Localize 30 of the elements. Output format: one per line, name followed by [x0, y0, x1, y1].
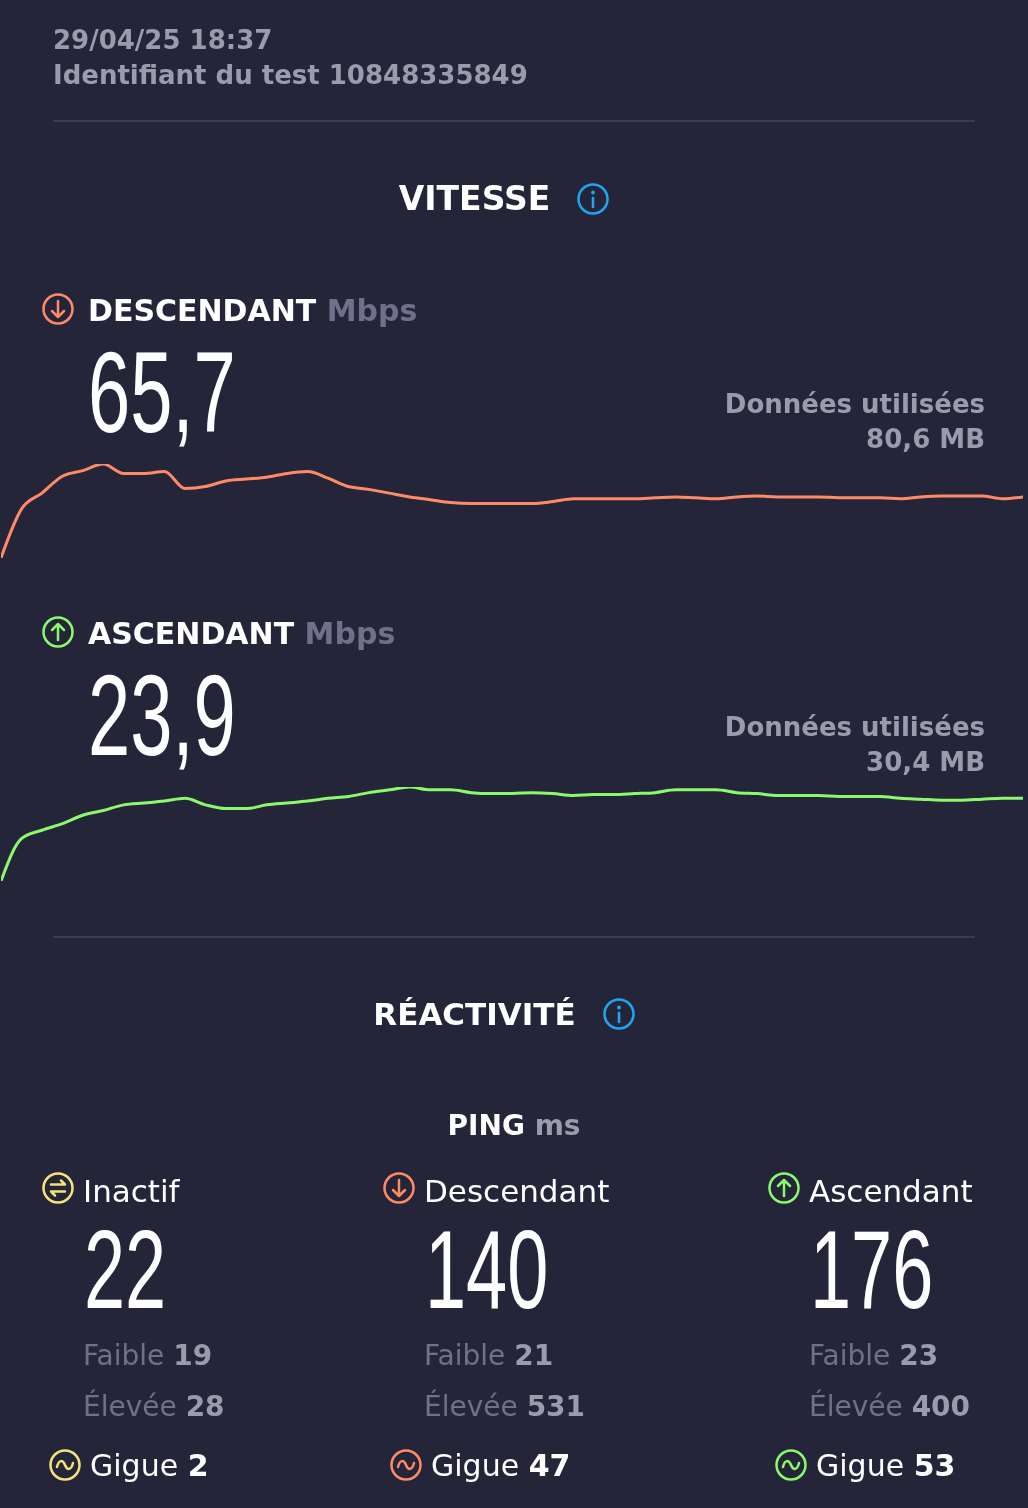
text: 140	[425, 1207, 549, 1332]
text: Gigue 47	[431, 1448, 571, 1484]
text: Données utilisées	[724, 711, 985, 743]
text: Élevée 28	[83, 1390, 225, 1424]
text: 65,7	[88, 328, 236, 456]
text: 80,6 MB	[866, 423, 985, 455]
text: Élevée 531	[424, 1390, 586, 1424]
text: Faible 23	[809, 1339, 939, 1373]
text: PING ms	[447, 1109, 581, 1143]
category-label: Ascendant	[809, 1172, 973, 1210]
text: 23,9	[88, 651, 236, 779]
y-axis-title: Mbps	[325, 293, 418, 328]
category-label: Inactif	[83, 1172, 180, 1210]
text: Identifiant du test 10848335849	[53, 59, 528, 91]
text: 30,4 MB	[866, 746, 985, 778]
chart-title: ASCENDANT	[88, 616, 295, 651]
text: 176	[810, 1207, 934, 1332]
text: Élevée 400	[809, 1390, 971, 1424]
text: Faible 19	[83, 1339, 213, 1373]
chart-title: DESCENDANT	[88, 293, 317, 328]
text: VITESSE	[398, 179, 551, 219]
text: 29/04/25 18:37	[53, 24, 273, 56]
text: RÉACTIVITÉ	[373, 995, 576, 1034]
text: 22	[84, 1207, 167, 1332]
text: Données utilisées	[724, 388, 985, 420]
text: Faible 21	[424, 1339, 554, 1373]
y-axis-title: Mbps	[303, 616, 396, 651]
category-label: Descendant	[424, 1172, 610, 1210]
text: Gigue 2	[90, 1448, 209, 1484]
text: Gigue 53	[816, 1448, 956, 1484]
